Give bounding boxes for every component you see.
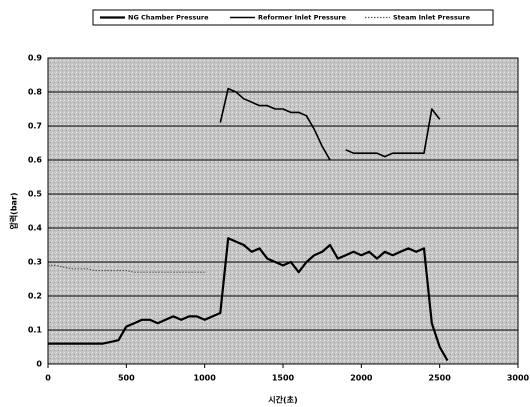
y-tick-label: 0.8	[28, 88, 43, 97]
legend-label: Reformer Inlet Pressure	[258, 14, 347, 22]
legend-label: NG Chamber Pressure	[128, 14, 209, 22]
x-tick-label: 1500	[272, 374, 295, 383]
x-tick-label: 3000	[507, 374, 530, 383]
series-line	[219, 87, 441, 161]
legend-label: Steam Inlet Pressure	[393, 14, 471, 22]
y-tick-label: 0.1	[28, 326, 43, 335]
legend-box	[92, 9, 494, 26]
x-tick-label: 0	[45, 374, 51, 383]
y-tick-label: 0.3	[28, 258, 42, 267]
y-tick-label: 0.7	[28, 122, 42, 131]
y-tick-label: 0.5	[28, 190, 43, 199]
y-tick-label: 0.6	[28, 156, 43, 165]
y-axis-label: 압력(bar)	[9, 192, 19, 229]
series-line	[48, 237, 449, 362]
x-tick-label: 1000	[194, 374, 217, 383]
x-tick-label: 500	[118, 374, 135, 383]
x-axis-label: 시간(초)	[268, 395, 297, 405]
y-tick-label: 0.9	[28, 54, 43, 63]
plot-area	[47, 57, 519, 365]
y-tick-label: 0.2	[28, 292, 42, 301]
x-tick-label: 2500	[429, 374, 452, 383]
x-tick-label: 2000	[350, 374, 373, 383]
y-tick-label: 0	[36, 360, 42, 369]
y-tick-label: 0.4	[28, 224, 43, 233]
series-line	[48, 264, 205, 273]
